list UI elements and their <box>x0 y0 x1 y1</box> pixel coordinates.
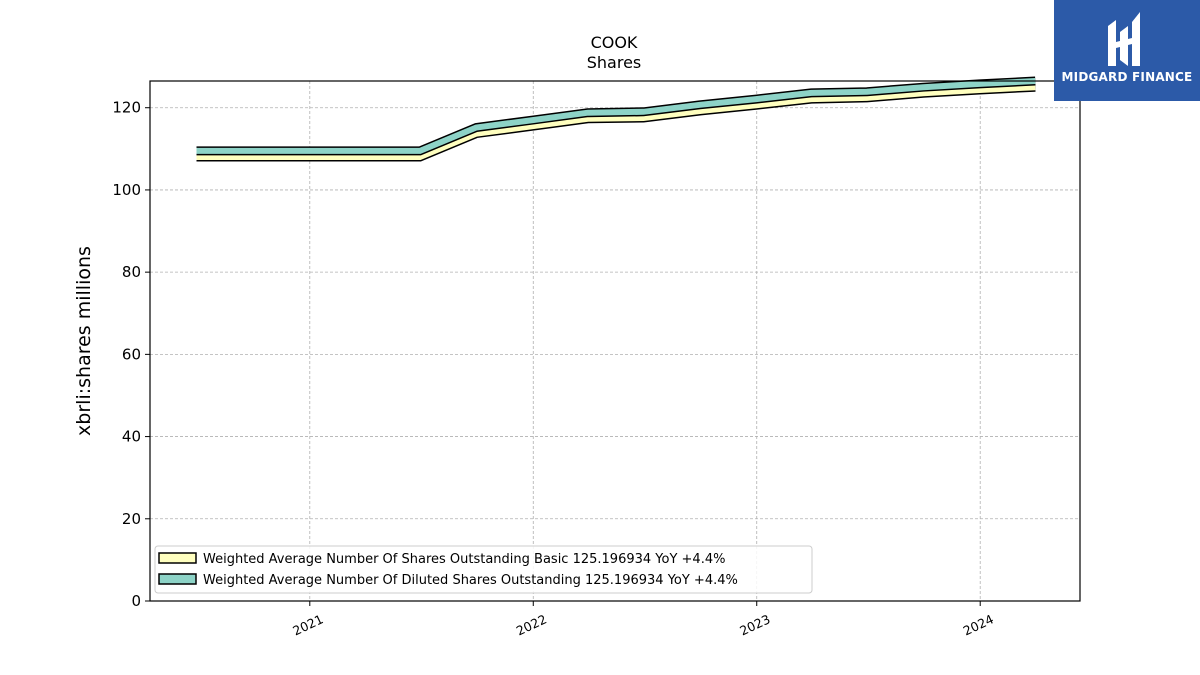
series-line-basic <box>196 84 1036 160</box>
x-tick-label: 2021 <box>290 611 325 638</box>
logo-brand-text: MIDGARD FINANCE <box>1061 70 1193 84</box>
x-tick-label: 2024 <box>961 611 996 638</box>
y-tick-label: 0 <box>131 592 141 610</box>
y-axis: 0 20 40 60 80 100 120 <box>112 99 150 610</box>
y-tick-label: 20 <box>122 510 141 528</box>
chart-subtitle: Shares <box>587 53 642 72</box>
x-tick-label: 2023 <box>737 611 772 638</box>
series-layer <box>196 76 1036 162</box>
axes-frame <box>149 80 1081 602</box>
y-axis-label: xbrli:shares millions <box>73 246 95 436</box>
midgard-finance-logo: MIDGARD FINANCE <box>1054 0 1200 101</box>
legend: Weighted Average Number Of Shares Outsta… <box>154 545 813 594</box>
y-tick-label: 100 <box>112 181 141 199</box>
y-tick-label: 80 <box>122 263 141 281</box>
grid-lines <box>150 81 1080 601</box>
legend-label-basic: Weighted Average Number Of Shares Outsta… <box>203 552 725 567</box>
series-line-diluted-outline <box>196 76 1036 156</box>
midgard-logo-icon <box>1108 12 1140 66</box>
series-line-diluted <box>196 78 1036 154</box>
x-axis: 2021 2022 2023 2024 <box>290 601 996 638</box>
y-tick-label: 60 <box>122 345 141 363</box>
legend-box <box>154 545 813 594</box>
legend-swatch-diluted <box>158 573 197 585</box>
y-tick-label: 120 <box>112 99 141 117</box>
chart-title: COOK <box>591 33 638 52</box>
x-tick-label: 2022 <box>514 611 549 638</box>
legend-swatch-basic <box>158 552 197 564</box>
y-tick-label: 40 <box>122 428 141 446</box>
legend-label-diluted: Weighted Average Number Of Diluted Share… <box>203 573 738 588</box>
